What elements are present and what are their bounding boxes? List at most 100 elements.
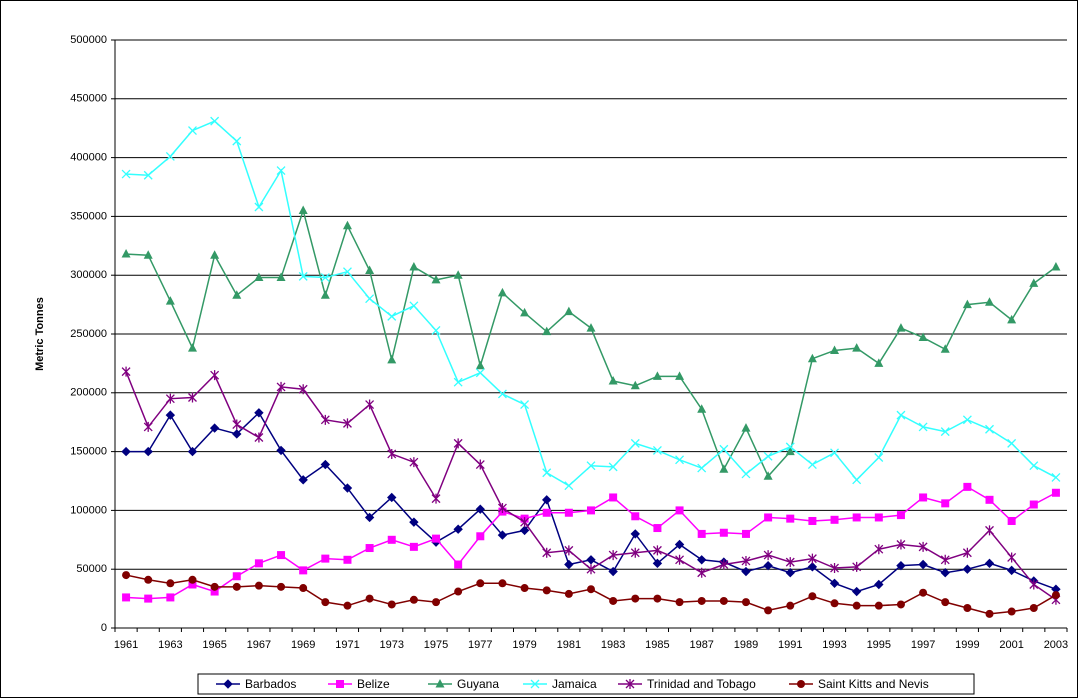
data-point xyxy=(1029,500,1038,509)
data-point xyxy=(1007,314,1017,324)
data-point xyxy=(763,550,773,561)
x-tick-label: 1997 xyxy=(911,639,935,651)
data-point xyxy=(409,517,419,527)
data-point xyxy=(785,557,795,568)
data-point xyxy=(209,423,220,433)
data-point xyxy=(852,561,862,572)
legend-marker xyxy=(435,679,445,688)
data-point xyxy=(675,371,685,380)
legend-marker xyxy=(530,679,540,689)
data-point xyxy=(852,513,861,522)
data-point xyxy=(387,354,397,364)
legend-marker xyxy=(797,680,805,688)
data-point xyxy=(476,579,485,588)
data-point xyxy=(431,326,441,335)
data-point xyxy=(232,136,242,146)
legend-label: Belize xyxy=(357,677,390,691)
data-point xyxy=(829,578,840,589)
data-point xyxy=(232,290,242,299)
data-point xyxy=(696,555,707,565)
data-point xyxy=(852,601,861,610)
data-point xyxy=(254,202,264,212)
data-point xyxy=(830,599,839,608)
data-point xyxy=(542,508,551,517)
data-point xyxy=(475,368,485,378)
data-point xyxy=(631,512,640,521)
data-point xyxy=(475,360,485,370)
data-point xyxy=(387,448,397,459)
y-tick-label: 350000 xyxy=(70,210,107,222)
data-point xyxy=(962,547,972,558)
x-tick-label: 1963 xyxy=(158,639,182,651)
data-point xyxy=(764,513,773,522)
data-point xyxy=(608,550,618,561)
x-tick-label: 1985 xyxy=(645,639,669,651)
data-point xyxy=(277,551,286,560)
data-point xyxy=(453,524,463,534)
data-point xyxy=(121,169,131,179)
data-point xyxy=(918,541,928,552)
data-point xyxy=(143,421,153,432)
data-point xyxy=(919,588,928,597)
data-point xyxy=(409,595,418,604)
data-point xyxy=(188,392,197,403)
legend-marker xyxy=(223,679,233,689)
data-point xyxy=(232,582,241,591)
data-point xyxy=(984,558,995,569)
data-point xyxy=(121,249,131,258)
data-point xyxy=(874,579,884,590)
data-point xyxy=(475,459,485,470)
data-point xyxy=(675,506,684,515)
data-point xyxy=(454,587,463,596)
data-point xyxy=(785,442,795,452)
x-tick-label: 1971 xyxy=(335,639,359,651)
x-tick-label: 1979 xyxy=(512,639,536,651)
data-point xyxy=(165,151,175,161)
data-point xyxy=(187,343,197,352)
data-point xyxy=(276,166,286,175)
y-tick-label: 300000 xyxy=(70,269,107,281)
data-point xyxy=(896,560,906,571)
data-point xyxy=(254,408,264,418)
data-point xyxy=(918,422,928,432)
data-point xyxy=(764,606,773,615)
data-point xyxy=(542,495,552,505)
data-point xyxy=(166,593,175,602)
data-point xyxy=(254,272,264,282)
data-point xyxy=(1029,579,1039,590)
data-point xyxy=(475,504,486,514)
data-point xyxy=(652,545,662,556)
data-point xyxy=(719,528,728,537)
data-point xyxy=(1029,461,1039,471)
y-tick-label: 0 xyxy=(101,622,107,634)
data-point xyxy=(254,559,263,568)
data-point xyxy=(609,493,618,502)
data-point xyxy=(963,482,972,491)
data-point xyxy=(874,513,883,522)
x-tick-label: 1961 xyxy=(114,639,138,651)
x-tick-label: 1981 xyxy=(557,639,581,651)
data-point xyxy=(320,459,331,470)
y-axis-title: Metric Tonnes xyxy=(34,297,46,371)
data-point xyxy=(542,547,552,558)
y-tick-label: 50000 xyxy=(76,563,107,575)
legend-label: Guyana xyxy=(457,677,499,691)
data-point xyxy=(165,393,175,404)
data-point xyxy=(985,297,995,306)
data-point xyxy=(321,598,330,607)
data-point xyxy=(542,326,552,336)
data-point xyxy=(586,323,596,332)
data-point xyxy=(409,542,418,551)
data-point xyxy=(1007,516,1016,525)
data-point xyxy=(520,307,530,317)
data-point xyxy=(652,558,663,569)
data-point xyxy=(697,529,706,538)
data-point xyxy=(941,499,950,508)
legend: Barbados Belize Guyana Jamaica Trinidad and … xyxy=(197,673,975,695)
data-point xyxy=(210,582,219,591)
data-point xyxy=(564,545,574,556)
x-tick-label: 2003 xyxy=(1044,639,1068,651)
data-point xyxy=(299,566,308,575)
data-point xyxy=(851,586,862,597)
x-tick-label: 1965 xyxy=(202,639,226,651)
